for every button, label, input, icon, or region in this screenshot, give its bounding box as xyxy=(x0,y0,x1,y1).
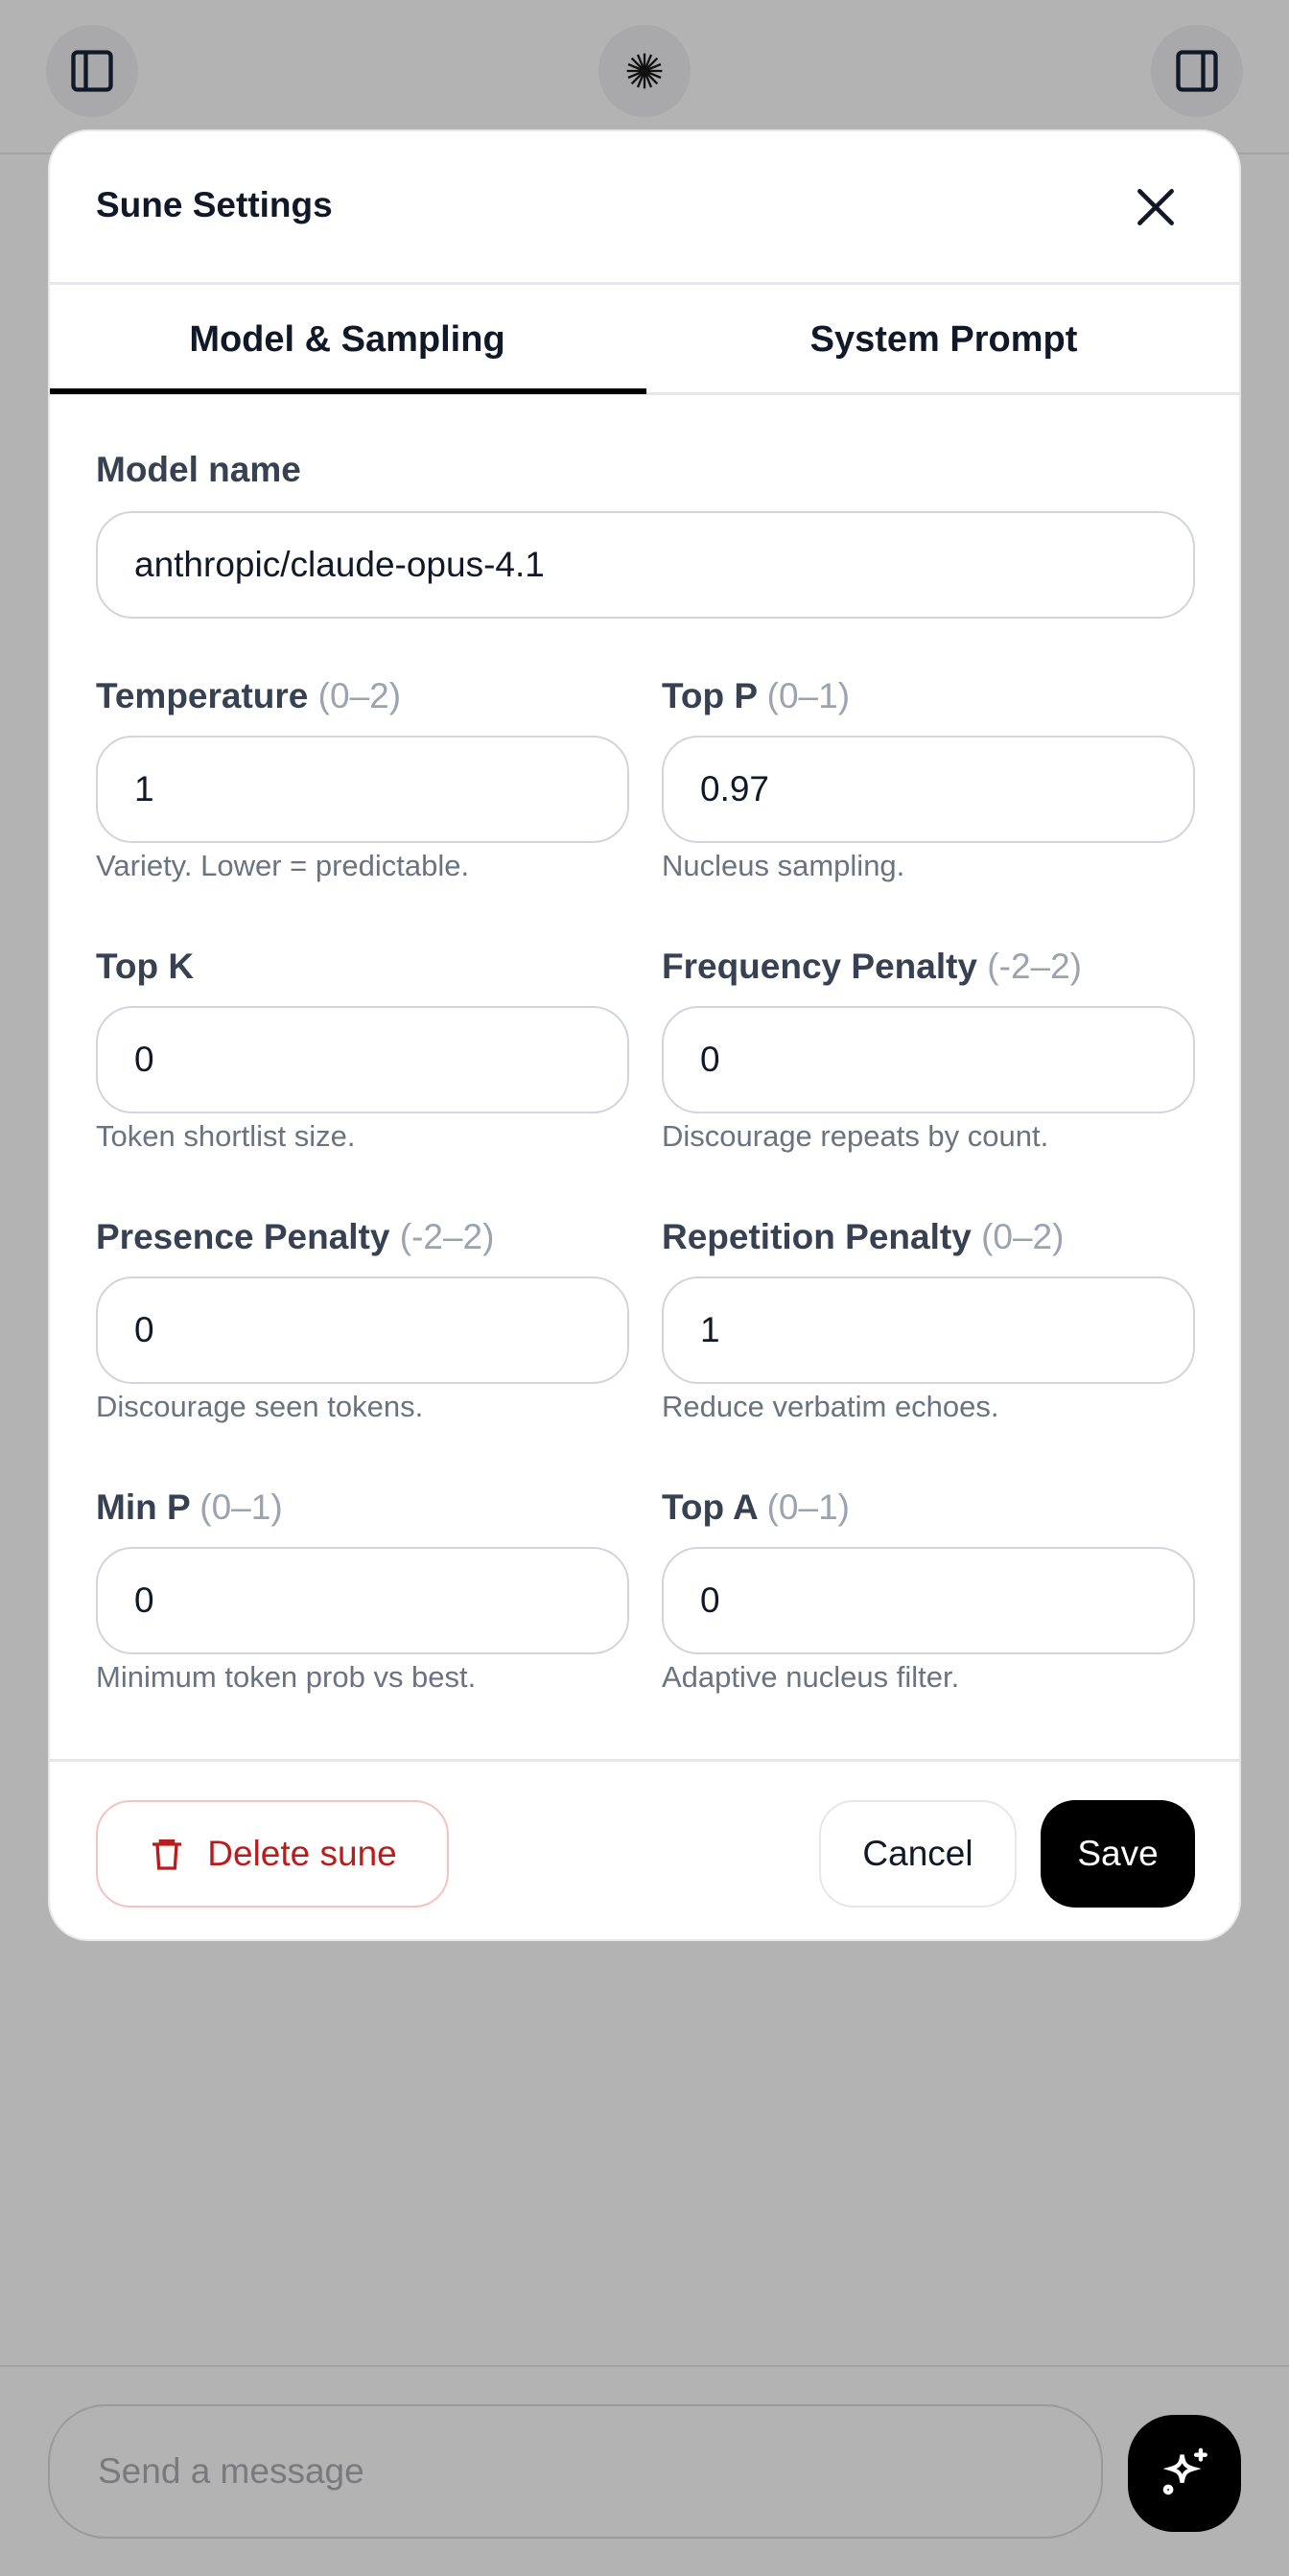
cancel-button[interactable]: Cancel xyxy=(819,1800,1017,1908)
field-range: (-2–2) xyxy=(399,1217,495,1256)
top-p-label: Top P (0–1) xyxy=(662,676,850,716)
temperature-help: Variety. Lower = predictable. xyxy=(96,849,470,882)
delete-sune-button[interactable]: Delete sune xyxy=(96,1800,449,1908)
field-label-text: Temperature xyxy=(96,676,309,715)
presence-penalty-help: Discourage seen tokens. xyxy=(96,1390,424,1423)
field-label-text: Top K xyxy=(96,947,195,986)
field-range: (-2–2) xyxy=(987,947,1082,986)
frequency-penalty-label: Frequency Penalty (-2–2) xyxy=(662,947,1082,987)
save-button[interactable]: Save xyxy=(1041,1800,1195,1908)
min-p-label: Min P (0–1) xyxy=(96,1487,283,1528)
message-input[interactable]: Send a message xyxy=(48,2404,1103,2539)
field-range: (0–2) xyxy=(981,1217,1065,1256)
field-label-text: Repetition Penalty xyxy=(662,1217,972,1256)
tab-system-prompt[interactable]: System Prompt xyxy=(809,318,1078,360)
footer-divider xyxy=(50,1759,1239,1762)
toggle-right-sidebar-button[interactable] xyxy=(1151,25,1243,117)
repetition-penalty-input[interactable]: 1 xyxy=(662,1276,1195,1384)
divider xyxy=(50,282,1239,285)
field-range: (0–1) xyxy=(199,1487,283,1527)
send-button[interactable] xyxy=(1128,2415,1241,2532)
dialog-title: Sune Settings xyxy=(96,185,333,224)
model-name-label: Model name xyxy=(96,450,301,489)
min-p-help: Minimum token prob vs best. xyxy=(96,1660,477,1694)
field-label-text: Top A xyxy=(662,1487,758,1527)
field-label-text: Top P xyxy=(662,676,758,715)
top-p-help: Nucleus sampling. xyxy=(662,849,905,882)
close-icon[interactable] xyxy=(1132,183,1180,231)
frequency-penalty-help: Discourage repeats by count. xyxy=(662,1119,1049,1153)
composer-divider xyxy=(0,2365,1289,2367)
presence-penalty-input[interactable]: 0 xyxy=(96,1276,629,1384)
field-range: (0–2) xyxy=(317,676,402,715)
field-label-text: Min P xyxy=(96,1487,190,1527)
top-k-label: Top K xyxy=(96,947,194,987)
sidebar-left-icon xyxy=(71,50,113,92)
delete-label: Delete sune xyxy=(207,1834,397,1873)
top-p-input[interactable]: 0.97 xyxy=(662,736,1195,843)
repetition-penalty-help: Reduce verbatim echoes. xyxy=(662,1390,999,1423)
model-name-input[interactable]: anthropic/claude-opus-4.1 xyxy=(96,511,1195,619)
field-label-text: Frequency Penalty xyxy=(662,947,978,986)
field-label-text: Presence Penalty xyxy=(96,1217,390,1256)
field-range: (0–1) xyxy=(766,1487,850,1527)
temperature-input[interactable]: 1 xyxy=(96,736,629,843)
tab-model-sampling[interactable]: Model & Sampling xyxy=(189,318,505,360)
top-k-help: Token shortlist size. xyxy=(96,1119,356,1153)
min-p-input[interactable]: 0 xyxy=(96,1547,629,1654)
frequency-penalty-input[interactable]: 0 xyxy=(662,1006,1195,1113)
field-range: (0–1) xyxy=(766,676,851,715)
toggle-left-sidebar-button[interactable] xyxy=(46,25,138,117)
settings-dialog: Sune Settings Model & Sampling System Pr… xyxy=(48,129,1241,1941)
top-k-input[interactable]: 0 xyxy=(96,1006,629,1113)
sparkles-icon xyxy=(1162,2447,1207,2495)
trash-icon xyxy=(152,1839,182,1870)
presence-penalty-label: Presence Penalty (-2–2) xyxy=(96,1217,494,1257)
top-a-help: Adaptive nucleus filter. xyxy=(662,1660,960,1694)
sidebar-right-icon xyxy=(1176,50,1218,92)
logo-button[interactable] xyxy=(598,25,691,117)
sunburst-logo-icon xyxy=(626,53,663,89)
active-tab-indicator xyxy=(50,388,646,394)
temperature-label: Temperature (0–2) xyxy=(96,676,401,716)
top-a-input[interactable]: 0 xyxy=(662,1547,1195,1654)
top-a-label: Top A (0–1) xyxy=(662,1487,850,1528)
repetition-penalty-label: Repetition Penalty (0–2) xyxy=(662,1217,1064,1257)
